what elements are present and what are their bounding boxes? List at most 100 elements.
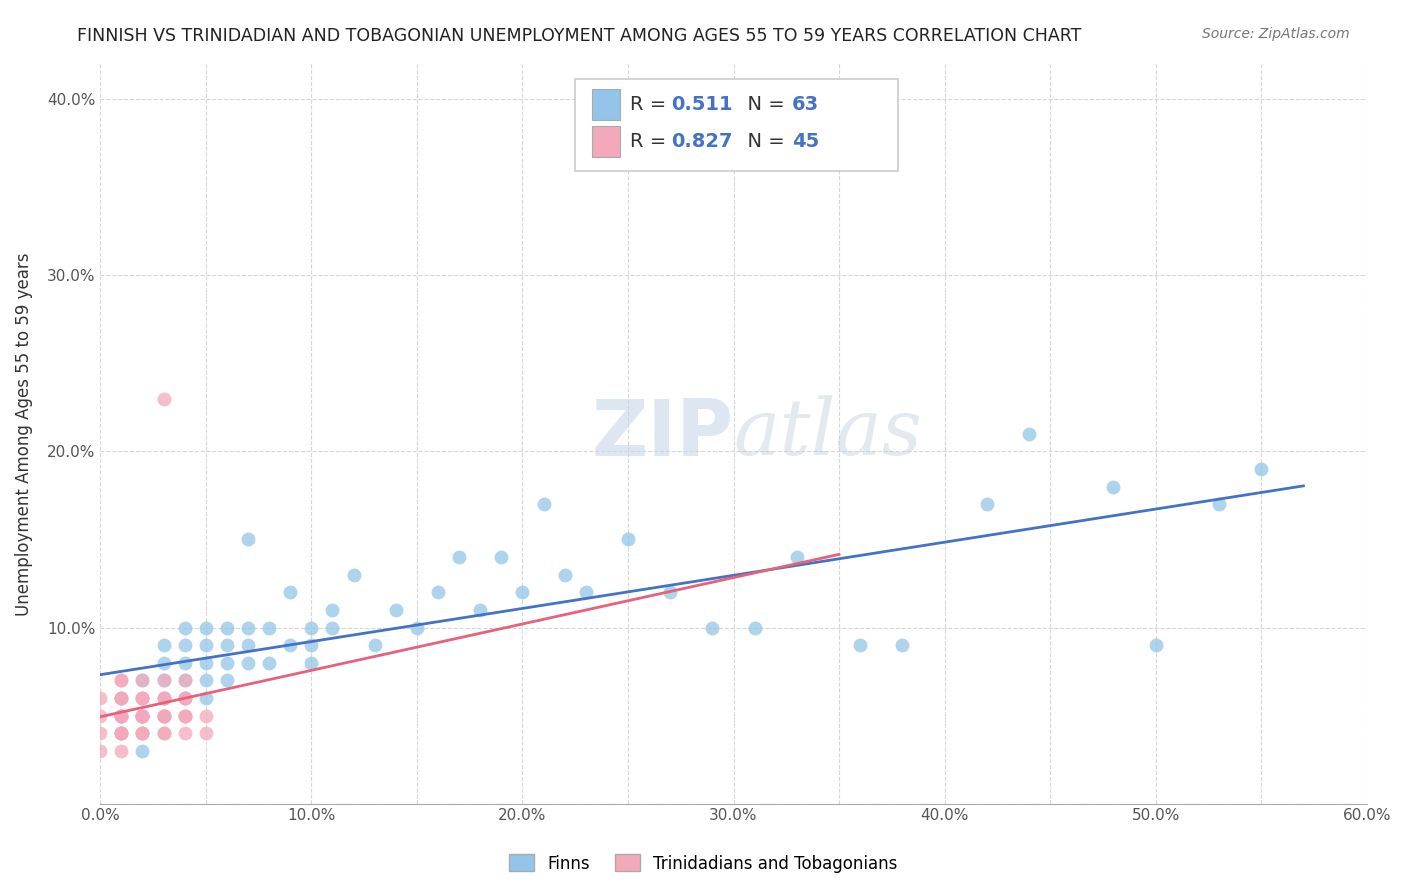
Point [236,638,259,652]
Point [131,708,153,723]
Text: R =: R = [630,132,672,152]
Point [131,708,153,723]
Text: Source: ZipAtlas.com: Source: ZipAtlas.com [1202,27,1350,41]
Point [131,690,153,705]
Point [1102,480,1125,494]
Point [110,673,132,688]
Point [321,603,343,617]
Point [110,708,132,723]
Point [173,708,195,723]
Point [152,690,174,705]
Text: N =: N = [735,95,790,114]
Point [236,621,259,635]
Point [575,585,598,599]
Point [110,708,132,723]
Text: R =: R = [630,95,672,114]
Point [131,708,153,723]
Point [1018,426,1040,441]
Text: FINNISH VS TRINIDADIAN AND TOBAGONIAN UNEMPLOYMENT AMONG AGES 55 TO 59 YEARS COR: FINNISH VS TRINIDADIAN AND TOBAGONIAN UN… [77,27,1081,45]
Point [194,708,217,723]
Point [1144,638,1167,652]
Point [89,744,111,758]
Point [173,690,195,705]
Point [173,708,195,723]
Point [110,690,132,705]
Point [891,638,914,652]
Point [89,726,111,740]
Point [110,690,132,705]
Point [110,708,132,723]
Point [131,708,153,723]
Point [491,550,513,565]
Point [215,638,238,652]
Point [131,708,153,723]
Point [554,567,576,582]
Point [152,708,174,723]
Point [131,726,153,740]
Point [110,744,132,758]
Point [384,603,406,617]
Point [215,656,238,670]
Point [278,638,301,652]
Point [110,726,132,740]
Text: N =: N = [735,132,790,152]
Point [512,585,534,599]
Point [786,550,808,565]
Point [131,673,153,688]
Point [278,585,301,599]
Point [131,708,153,723]
Point [363,638,385,652]
Point [131,726,153,740]
Point [173,656,195,670]
Point [131,690,153,705]
Point [131,726,153,740]
Point [194,638,217,652]
Point [173,621,195,635]
Point [427,585,450,599]
Text: 63: 63 [792,95,818,114]
Point [257,656,280,670]
Point [257,621,280,635]
Point [131,744,153,758]
Point [617,533,640,547]
Text: ZIP: ZIP [592,396,734,472]
Point [659,585,682,599]
Point [110,726,132,740]
FancyBboxPatch shape [592,126,620,157]
Point [152,673,174,688]
Point [194,726,217,740]
Point [321,621,343,635]
Point [152,708,174,723]
Point [702,621,724,635]
Point [110,673,132,688]
Point [152,708,174,723]
Point [194,673,217,688]
Point [173,690,195,705]
Point [152,690,174,705]
Point [152,673,174,688]
Text: atlas: atlas [734,396,922,472]
Point [236,533,259,547]
Point [173,673,195,688]
Point [131,673,153,688]
Point [849,638,872,652]
Point [1208,497,1230,511]
Point [215,621,238,635]
Point [744,621,766,635]
Point [152,726,174,740]
Point [173,690,195,705]
Point [449,550,471,565]
Point [152,638,174,652]
Point [342,567,364,582]
Point [194,656,217,670]
Point [110,708,132,723]
Point [405,621,427,635]
Point [152,708,174,723]
Point [299,621,322,635]
Point [215,673,238,688]
Point [194,621,217,635]
Point [533,497,555,511]
Text: 0.827: 0.827 [672,132,733,152]
Point [173,726,195,740]
Point [173,708,195,723]
